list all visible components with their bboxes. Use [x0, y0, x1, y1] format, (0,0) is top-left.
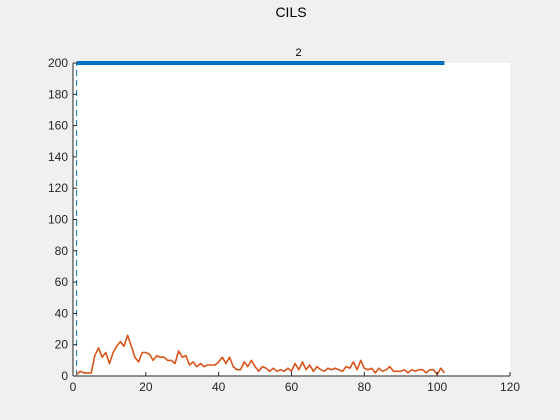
y-tick-label: 0: [61, 369, 68, 383]
y-tick-label: 120: [48, 181, 68, 195]
y-tick-label: 80: [55, 244, 69, 258]
y-tick-label: 100: [48, 213, 68, 227]
x-tick-label: 80: [358, 380, 372, 394]
y-tick-label: 180: [48, 87, 68, 101]
chart-title: CILS: [275, 4, 306, 20]
y-tick-label: 160: [48, 119, 68, 133]
x-tick-label: 40: [212, 380, 226, 394]
annotation-layer: 2: [295, 47, 301, 59]
y-tick-label: 140: [48, 150, 68, 164]
y-tick-label: 40: [55, 306, 69, 320]
y-tick-label: 60: [55, 275, 69, 289]
axes-background: [73, 63, 510, 376]
ticks-layer: 0 20 40 60 80 100 120 0 20 40 60 80 100 120 140 160 180 2…: [48, 56, 520, 394]
series-layer: [76, 61, 446, 376]
x-tick-label: 20: [139, 380, 153, 394]
x-tick-label: 120: [500, 380, 520, 394]
x-tick-label: 60: [285, 380, 299, 394]
y-tick-label: 20: [55, 338, 69, 352]
x-tick-label: 100: [427, 380, 447, 394]
series-line-orange: [76, 334, 446, 376]
x-tick-label: 0: [70, 380, 77, 394]
data-label: 2: [295, 47, 301, 59]
y-tick-label: 200: [48, 56, 68, 70]
